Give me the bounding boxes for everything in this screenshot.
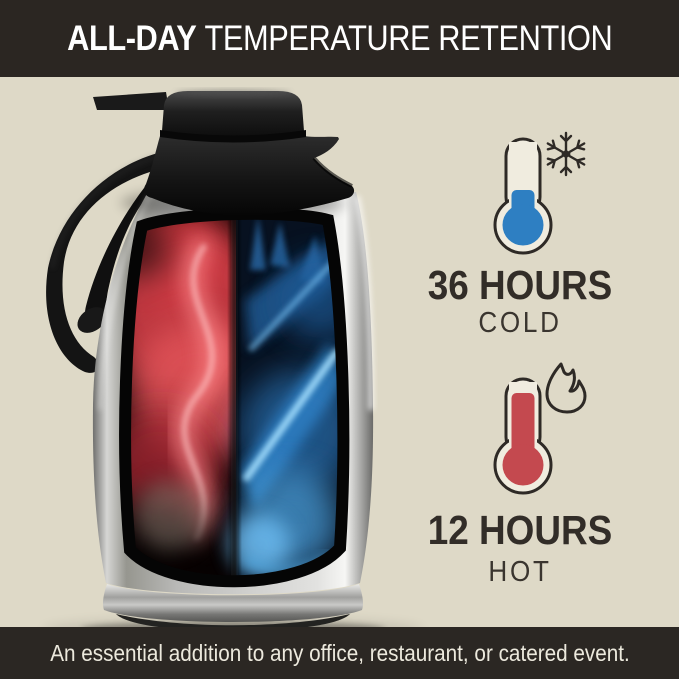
header-banner: ALL-DAY TEMPERATURE RETENTION [0, 0, 679, 77]
header-title-rest: TEMPERATURE RETENTION [204, 18, 613, 58]
carafe-lid [93, 90, 355, 215]
header-title-highlight: ALL-DAY [66, 18, 197, 58]
header-title: ALL-DAY TEMPERATURE RETENTION [66, 18, 613, 59]
carafe-base [103, 584, 363, 631]
carafe-handle [46, 150, 178, 373]
thermometer-cold-icon [493, 137, 553, 255]
snowflake-icon [546, 131, 586, 177]
window-split-seam [231, 213, 238, 582]
flame-icon [545, 362, 587, 414]
thermometer-hot-icon [493, 377, 553, 495]
lid-cap [162, 91, 304, 137]
hot-label-text: HOT [488, 556, 552, 588]
cold-label-text: COLD [478, 307, 562, 339]
lid-collar [144, 136, 355, 215]
footer-banner: An essential addition to any office, res… [0, 627, 679, 679]
carafe-window [119, 207, 350, 588]
hot-hours-text: 12 HOURS [427, 507, 613, 553]
lid-thumb-lever [93, 92, 169, 110]
lid-spout [312, 156, 353, 188]
carafe-window-cold-side [230, 213, 344, 582]
footer-caption: An essential addition to any office, res… [49, 639, 630, 666]
cold-hours-text: 36 HOURS [427, 262, 613, 308]
